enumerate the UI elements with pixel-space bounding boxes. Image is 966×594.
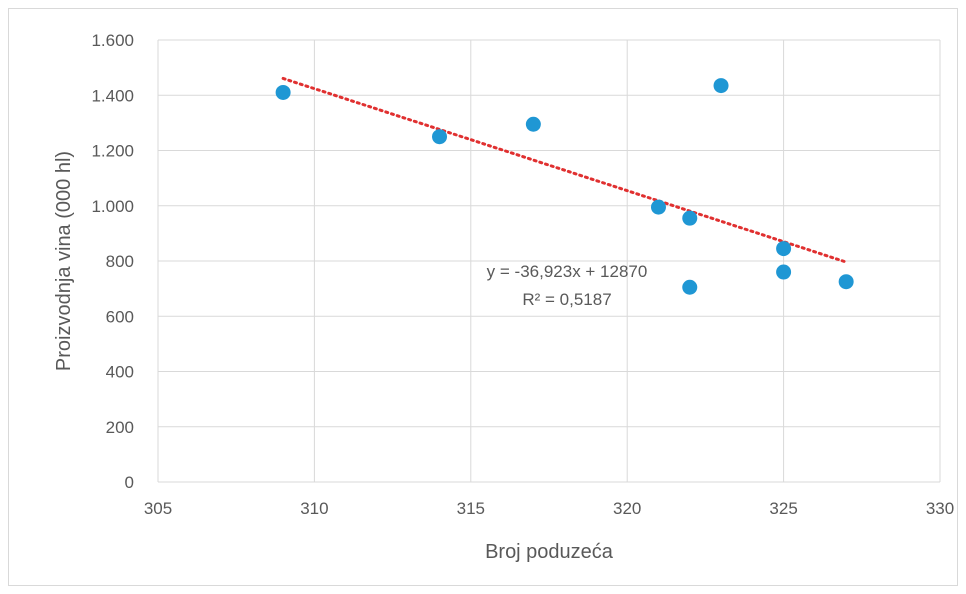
data-point [650,199,666,215]
y-tick-label: 200 [106,418,134,437]
y-tick-label: 1.200 [91,142,134,161]
x-tick-label: 305 [144,499,172,518]
trendline-r-squared: R² = 0,5187 [522,290,611,309]
data-point [525,116,541,132]
data-point [432,129,448,145]
x-tick-label: 315 [457,499,485,518]
trendline [281,76,848,264]
y-tick-label: 1.400 [91,86,134,105]
y-axis-title: Proizvodnja vina (000 hl) [53,151,75,371]
data-point [275,84,291,100]
x-tick-label: 310 [300,499,328,518]
data-point [776,241,792,257]
data-point [713,78,729,94]
gridlines [157,39,941,483]
y-tick-label: 600 [106,307,134,326]
data-point [682,210,698,226]
x-tick-label: 330 [926,499,954,518]
x-tick-label: 320 [613,499,641,518]
data-point [838,274,854,290]
y-tick-label: 0 [125,473,134,492]
data-point [776,264,792,280]
y-tick-label: 1.600 [91,31,134,50]
y-tick-label: 400 [106,363,134,382]
y-tick-label: 800 [106,252,134,271]
trendline-equation: y = -36,923x + 12870 [487,262,648,281]
trendline-layer [281,76,848,264]
y-tick-label: 1.000 [91,197,134,216]
data-point [682,279,698,295]
chart-frame [8,8,958,586]
data-points [275,78,854,295]
x-axis-title: Broj poduzeća [485,541,614,563]
x-tick-label: 325 [769,499,797,518]
tick-labels: 0 200 400 600 800 1.000 1.200 1.400 1.600 305 310 3… [91,31,954,518]
